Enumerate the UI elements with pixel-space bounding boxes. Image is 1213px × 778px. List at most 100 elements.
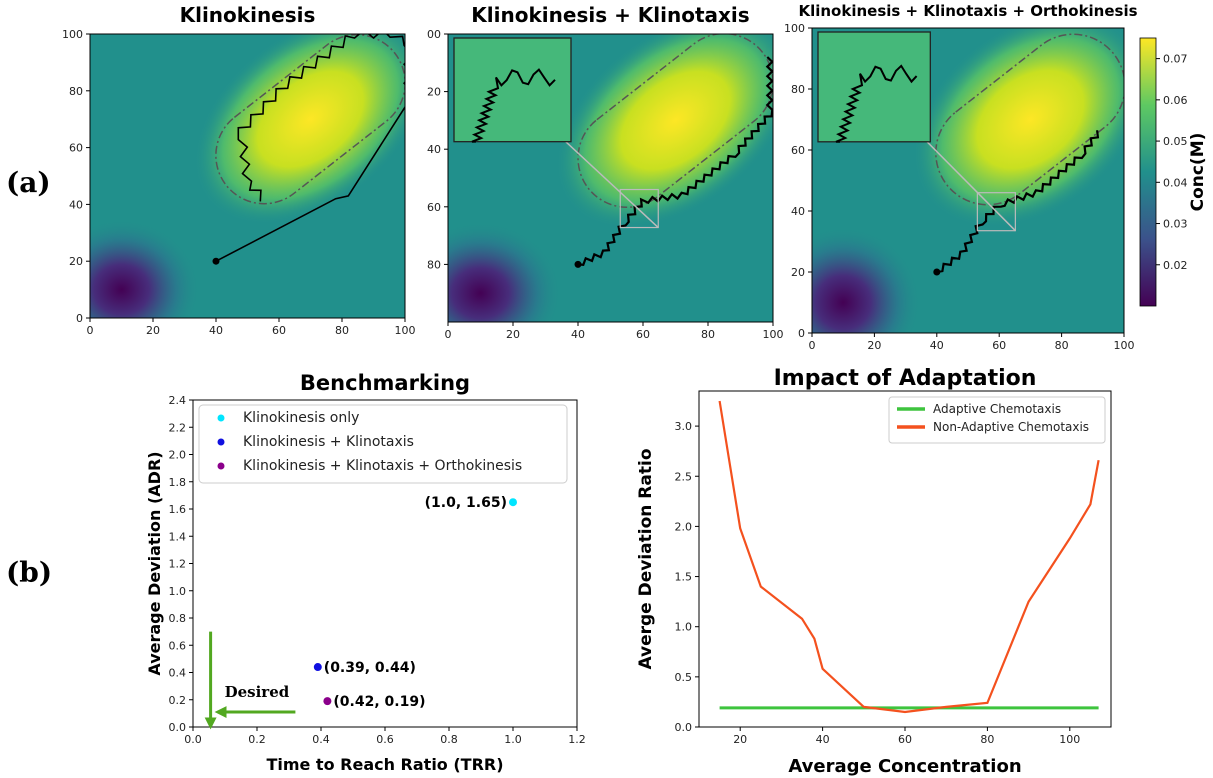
heatmap-klinokinesis-klinotaxis-orthokinesis: Klinokinesis + Klinotaxis + Orthokinesis… bbox=[784, 2, 1138, 352]
y-tick-label: 1.6 bbox=[169, 503, 187, 516]
x-tick-label: 0.0 bbox=[184, 733, 202, 746]
legend-entry: Klinokinesis + Klinotaxis bbox=[243, 434, 414, 450]
x-axis-label: Average Concentration bbox=[788, 756, 1021, 777]
colorbar-tick-label: 0.03 bbox=[1163, 218, 1188, 231]
y-tick-label: 40 bbox=[791, 205, 805, 218]
x-tick-label: 20 bbox=[146, 324, 160, 337]
x-tick-label: 20 bbox=[506, 328, 520, 341]
x-tick-label: 60 bbox=[898, 733, 912, 746]
x-tick-label: 40 bbox=[209, 324, 223, 337]
y-tick-label: 2.0 bbox=[169, 449, 187, 462]
y-tick-label: 2.4 bbox=[169, 394, 187, 407]
legend-entry: Non-Adaptive Chemotaxis bbox=[933, 420, 1089, 434]
x-tick-label: 0 bbox=[809, 339, 816, 352]
trajectory-wavy bbox=[577, 56, 773, 266]
concentration-peak bbox=[555, 34, 773, 229]
y-tick-label: 80 bbox=[427, 258, 441, 271]
y-tick-label: 0.6 bbox=[169, 639, 187, 652]
y-tick-label: 0.4 bbox=[169, 667, 187, 680]
inset-box bbox=[817, 31, 931, 143]
series-line-non-adaptive bbox=[718, 400, 1100, 714]
y-tick-label: 0 bbox=[798, 327, 805, 340]
y-tick-label: 1.2 bbox=[169, 558, 187, 571]
legend-box bbox=[888, 396, 1106, 444]
x-tick-label: 60 bbox=[636, 328, 650, 341]
legend-marker bbox=[217, 462, 225, 470]
trajectory-wavy bbox=[237, 34, 405, 202]
x-tick-label: 100 bbox=[1059, 733, 1080, 746]
inset-trajectory bbox=[471, 68, 556, 143]
y-tick-label: 1.0 bbox=[675, 621, 693, 634]
legend-marker bbox=[217, 438, 225, 446]
line-title: Impact of Adaptation bbox=[774, 366, 1037, 391]
y-axis-label: Averge Deviation Ratio bbox=[636, 448, 656, 669]
concentration-peak bbox=[912, 28, 1124, 228]
legend-box bbox=[198, 404, 568, 484]
y-tick-label: 20 bbox=[427, 86, 441, 99]
iso-contour bbox=[215, 34, 405, 205]
data-label: (0.42, 0.19) bbox=[333, 694, 425, 710]
panel-label-b: (b) bbox=[6, 556, 52, 589]
colorbar: 0.07 0.06 0.05 0.04 0.03 0.02 Conc(M) bbox=[1139, 37, 1208, 307]
x-tick-label: 80 bbox=[980, 733, 994, 746]
y-tick-label: 60 bbox=[791, 144, 805, 157]
y-tick-label: 0.2 bbox=[169, 694, 187, 707]
inset-trajectory bbox=[835, 64, 918, 143]
data-point bbox=[323, 697, 332, 706]
concentration-sink bbox=[90, 218, 201, 318]
x-tick-label: 100 bbox=[1114, 339, 1135, 352]
heatmap-frame bbox=[447, 33, 774, 323]
y-tick-label: 0.0 bbox=[169, 721, 187, 734]
y-tick-label: 1.4 bbox=[169, 530, 187, 543]
x-tick-label: 0 bbox=[445, 328, 452, 341]
zoom-region bbox=[976, 192, 1016, 232]
colorbar-tick-label: 0.04 bbox=[1163, 176, 1188, 189]
y-tick-label: 3.0 bbox=[675, 420, 693, 433]
line-frame bbox=[698, 390, 1112, 728]
y-tick-label: 0.5 bbox=[675, 671, 693, 684]
colorbar-tick-label: 0.06 bbox=[1163, 94, 1188, 107]
zoom-region bbox=[619, 188, 659, 229]
heatmap-frame bbox=[89, 33, 406, 319]
concentration-peak bbox=[193, 34, 405, 225]
x-tick-label: 80 bbox=[335, 324, 349, 337]
y-tick-label: 20 bbox=[791, 266, 805, 279]
inset-box bbox=[453, 37, 572, 143]
y-axis-label: Average Deviation (ADR) bbox=[145, 451, 164, 675]
x-tick-label: 100 bbox=[763, 328, 784, 341]
benchmarking-scatter-chart: Benchmarking 0.0 0.2 0.4 0.6 0.8 1.0 1.2 0.0 0.2 0… bbox=[145, 371, 586, 774]
colorbar-tick-label: 0.02 bbox=[1163, 259, 1188, 272]
y-tick-label: 40 bbox=[427, 143, 441, 156]
data-label: (0.39, 0.44) bbox=[324, 660, 416, 676]
panel-label-a: (a) bbox=[6, 166, 51, 199]
x-tick-label: 0.4 bbox=[312, 733, 330, 746]
colorbar-tick-label: 0.05 bbox=[1163, 135, 1188, 148]
x-axis-label: Time to Reach Ratio (TRR) bbox=[266, 755, 503, 774]
colorbar-label: Conc(M) bbox=[1188, 133, 1208, 212]
concentration-sink bbox=[812, 226, 922, 333]
legend-entry: Adaptive Chemotaxis bbox=[933, 402, 1061, 416]
y-tick-label: 1.8 bbox=[169, 476, 187, 489]
colorbar-tick-label: 0.07 bbox=[1163, 53, 1188, 66]
heatmap-title: Klinokinesis bbox=[180, 3, 316, 27]
legend-entry: Klinokinesis + Klinotaxis + Orthokinesis bbox=[243, 458, 522, 474]
legend-marker bbox=[217, 414, 225, 422]
x-tick-label: 100 bbox=[395, 324, 416, 337]
heatmap-title: Klinokinesis + Klinotaxis bbox=[471, 3, 749, 27]
heatmap-field bbox=[90, 34, 405, 318]
y-tick-label: 100 bbox=[62, 28, 83, 41]
heatmap-klinokinesis: Klinokinesis 0 20 40 60 80 100 0 20 40 60 80 100 bbox=[62, 3, 416, 337]
data-label: (1.0, 1.65) bbox=[425, 495, 507, 511]
legend-entry: Klinokinesis only bbox=[243, 410, 359, 426]
scatter-title: Benchmarking bbox=[300, 371, 470, 395]
y-tick-label: 00 bbox=[427, 28, 441, 41]
x-tick-label: 0.6 bbox=[376, 733, 394, 746]
y-tick-label: 1.0 bbox=[169, 585, 187, 598]
y-tick-label: 0.8 bbox=[169, 612, 187, 625]
x-tick-label: 80 bbox=[1055, 339, 1069, 352]
x-tick-label: 80 bbox=[701, 328, 715, 341]
x-tick-label: 0.2 bbox=[248, 733, 266, 746]
y-tick-label: 1.5 bbox=[675, 571, 693, 584]
colorbar-gradient bbox=[1139, 37, 1157, 307]
